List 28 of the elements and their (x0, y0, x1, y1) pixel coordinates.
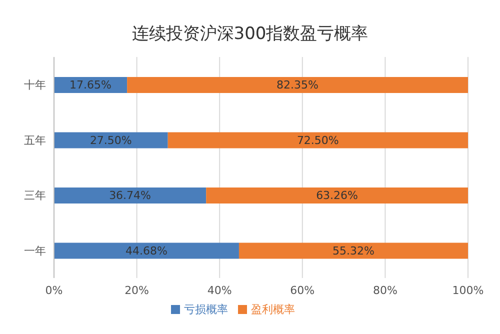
data-label: 55.32% (332, 244, 374, 258)
bar (127, 77, 468, 93)
chart-title: 连续投资沪深300指数盈亏概率 (130, 23, 370, 46)
x-tick-label: 0% (45, 284, 63, 297)
y-tick-label: 五年 (24, 134, 46, 147)
x-tick-label: 40% (207, 284, 232, 297)
data-label: 17.65% (70, 78, 112, 92)
y-tick-label: 一年 (24, 244, 46, 258)
data-label: 36.74% (109, 189, 152, 202)
y-tick-label: 三年 (24, 189, 46, 202)
bar (54, 242, 239, 259)
data-label: 44.68% (126, 244, 168, 258)
x-tick-label: 60% (290, 284, 315, 297)
bar (54, 188, 206, 204)
x-tick-label: 80% (372, 284, 398, 297)
data-label: 72.50% (296, 134, 339, 147)
x-tick-label: 100% (452, 284, 484, 297)
data-label: 27.50% (90, 134, 132, 147)
bar (238, 242, 468, 259)
y-tick-label: 十年 (24, 78, 46, 92)
bar (206, 188, 468, 204)
data-label: 82.35% (276, 78, 319, 92)
bar (168, 132, 468, 148)
legend-label: 亏损概率 (184, 303, 228, 316)
bar (54, 132, 168, 148)
legend-label: 盈利概率 (251, 303, 295, 316)
data-label: 63.26% (316, 189, 358, 202)
x-tick-label: 20% (124, 284, 150, 297)
